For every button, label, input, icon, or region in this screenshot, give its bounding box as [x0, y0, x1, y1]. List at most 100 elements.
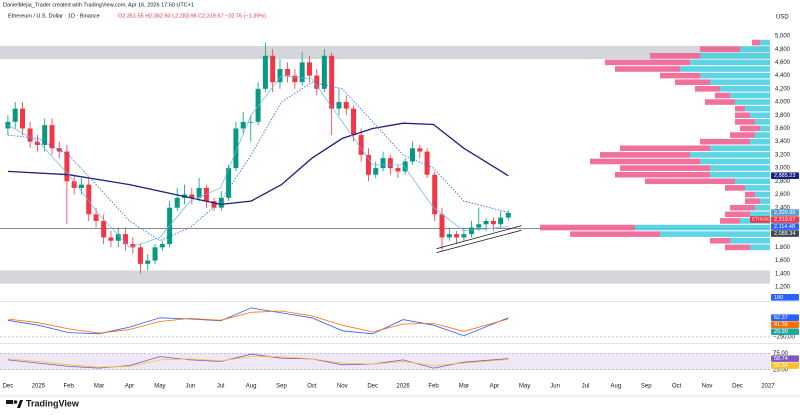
- profile-up: [660, 231, 770, 237]
- candle-body: [226, 168, 232, 198]
- x-tick-label: Apr: [125, 384, 134, 390]
- indicator-line: [7, 310, 509, 334]
- x-tick-label: Dec: [732, 384, 743, 390]
- price-badge-tag-label: ETHUSD: [752, 217, 771, 222]
- profile-down: [600, 152, 690, 158]
- candle-body: [159, 244, 165, 248]
- x-tick-label: Sep: [641, 384, 652, 390]
- y-tick-label: 2,800: [775, 179, 791, 185]
- currency: USD: [776, 15, 789, 21]
- y-tick-label: 3,600: [775, 126, 791, 132]
- candle-body: [454, 234, 460, 238]
- brand: TradingView: [26, 398, 80, 408]
- price-badge-label: 2,319.67: [774, 217, 795, 223]
- indicator-line: [7, 356, 509, 368]
- y-tick-label: 2,400: [775, 205, 791, 211]
- profile-down: [700, 46, 740, 52]
- candle-body: [314, 75, 320, 89]
- candle-body: [240, 121, 246, 129]
- candle-body: [417, 148, 423, 152]
- profile-up: [635, 224, 770, 231]
- y-tick-label: 4,400: [775, 73, 791, 79]
- x-tick-label: Apr: [490, 384, 499, 390]
- profile-down: [605, 59, 690, 66]
- profile-down: [730, 132, 755, 138]
- y-tick-label: 75.00: [773, 351, 789, 357]
- indicator-badge-label: 62.37: [774, 315, 788, 321]
- candle-body: [336, 102, 342, 109]
- profile-down: [725, 244, 750, 251]
- candle-body: [351, 108, 357, 136]
- profile-up: [690, 59, 770, 66]
- y-tick-label: 4,200: [775, 86, 791, 92]
- ohlc: O2,351.55 H2,362.60 L2,283.98 C2,319.67 …: [118, 13, 266, 19]
- candle-body: [137, 247, 143, 264]
- trendline: [436, 225, 522, 250]
- profile-down: [675, 79, 710, 86]
- candle-body: [19, 108, 25, 129]
- indicator-badge-label: 56.34: [774, 363, 788, 369]
- price-badge: [771, 172, 799, 179]
- profile-down: [615, 171, 710, 178]
- profile-up: [745, 105, 770, 112]
- indicator-badge: [771, 321, 799, 328]
- candle-body: [233, 128, 239, 169]
- candle-body: [130, 244, 136, 248]
- profile-down: [660, 72, 700, 79]
- y-tick-label: 1,200: [775, 285, 791, 291]
- profile-down: [725, 211, 750, 218]
- price-badge-label: 2,114.48: [774, 224, 795, 230]
- profile-up: [755, 191, 770, 198]
- candle-body: [380, 158, 386, 169]
- candle-body: [446, 234, 452, 238]
- candle-body: [321, 55, 327, 89]
- price-badge-label: 2,088.34: [774, 231, 795, 237]
- x-tick-label: Mar: [94, 384, 104, 390]
- candle-body: [373, 168, 379, 175]
- y-tick-label: 4,600: [775, 60, 791, 66]
- candle-body: [277, 69, 283, 83]
- symbol: Ethereum / U.S. Dollar · 1D · Binance: [8, 13, 100, 19]
- profile-up: [760, 39, 770, 46]
- profile-down: [752, 39, 760, 46]
- y-tick-label: 4,000: [775, 100, 791, 106]
- x-tick-label: Dec: [367, 384, 378, 390]
- candle-body: [12, 108, 18, 122]
- profile-down: [650, 52, 700, 59]
- x-tick-label: May: [154, 384, 165, 390]
- candle-body: [115, 234, 121, 241]
- candle-body: [476, 224, 482, 228]
- profile-up: [710, 145, 770, 152]
- candle-body: [461, 234, 467, 238]
- candle-body: [498, 217, 504, 225]
- profile-up: [745, 185, 770, 191]
- x-tick-label: Jun: [185, 384, 195, 390]
- indicator-badge-label: 41.38: [774, 322, 788, 328]
- candle-body: [343, 102, 349, 109]
- profile-up: [755, 119, 770, 125]
- candle-body: [365, 154, 371, 175]
- moving-average: [7, 75, 509, 248]
- candle-body: [292, 75, 298, 83]
- candle-body: [410, 148, 416, 162]
- profile-up: [710, 171, 770, 178]
- logo: [6, 400, 23, 408]
- x-tick-label: Dec: [3, 384, 14, 390]
- y-tick-label: 3,800: [775, 113, 791, 119]
- profile-up: [710, 79, 770, 86]
- candle-body: [101, 220, 107, 238]
- profile-up: [740, 46, 770, 52]
- candle-body: [505, 213, 511, 218]
- x-tick-label: Jul: [217, 384, 225, 390]
- candle-body: [262, 55, 268, 89]
- y-tick-label: −250.00: [773, 334, 796, 340]
- candle-body: [49, 125, 55, 149]
- profile-down: [705, 99, 735, 105]
- candle-body: [402, 161, 408, 172]
- profile-down: [735, 119, 755, 125]
- indicator-line: [7, 307, 509, 337]
- profile-down: [700, 138, 750, 145]
- price-badge: [771, 230, 799, 237]
- x-tick-label: May: [519, 384, 530, 390]
- candle-body: [395, 168, 401, 172]
